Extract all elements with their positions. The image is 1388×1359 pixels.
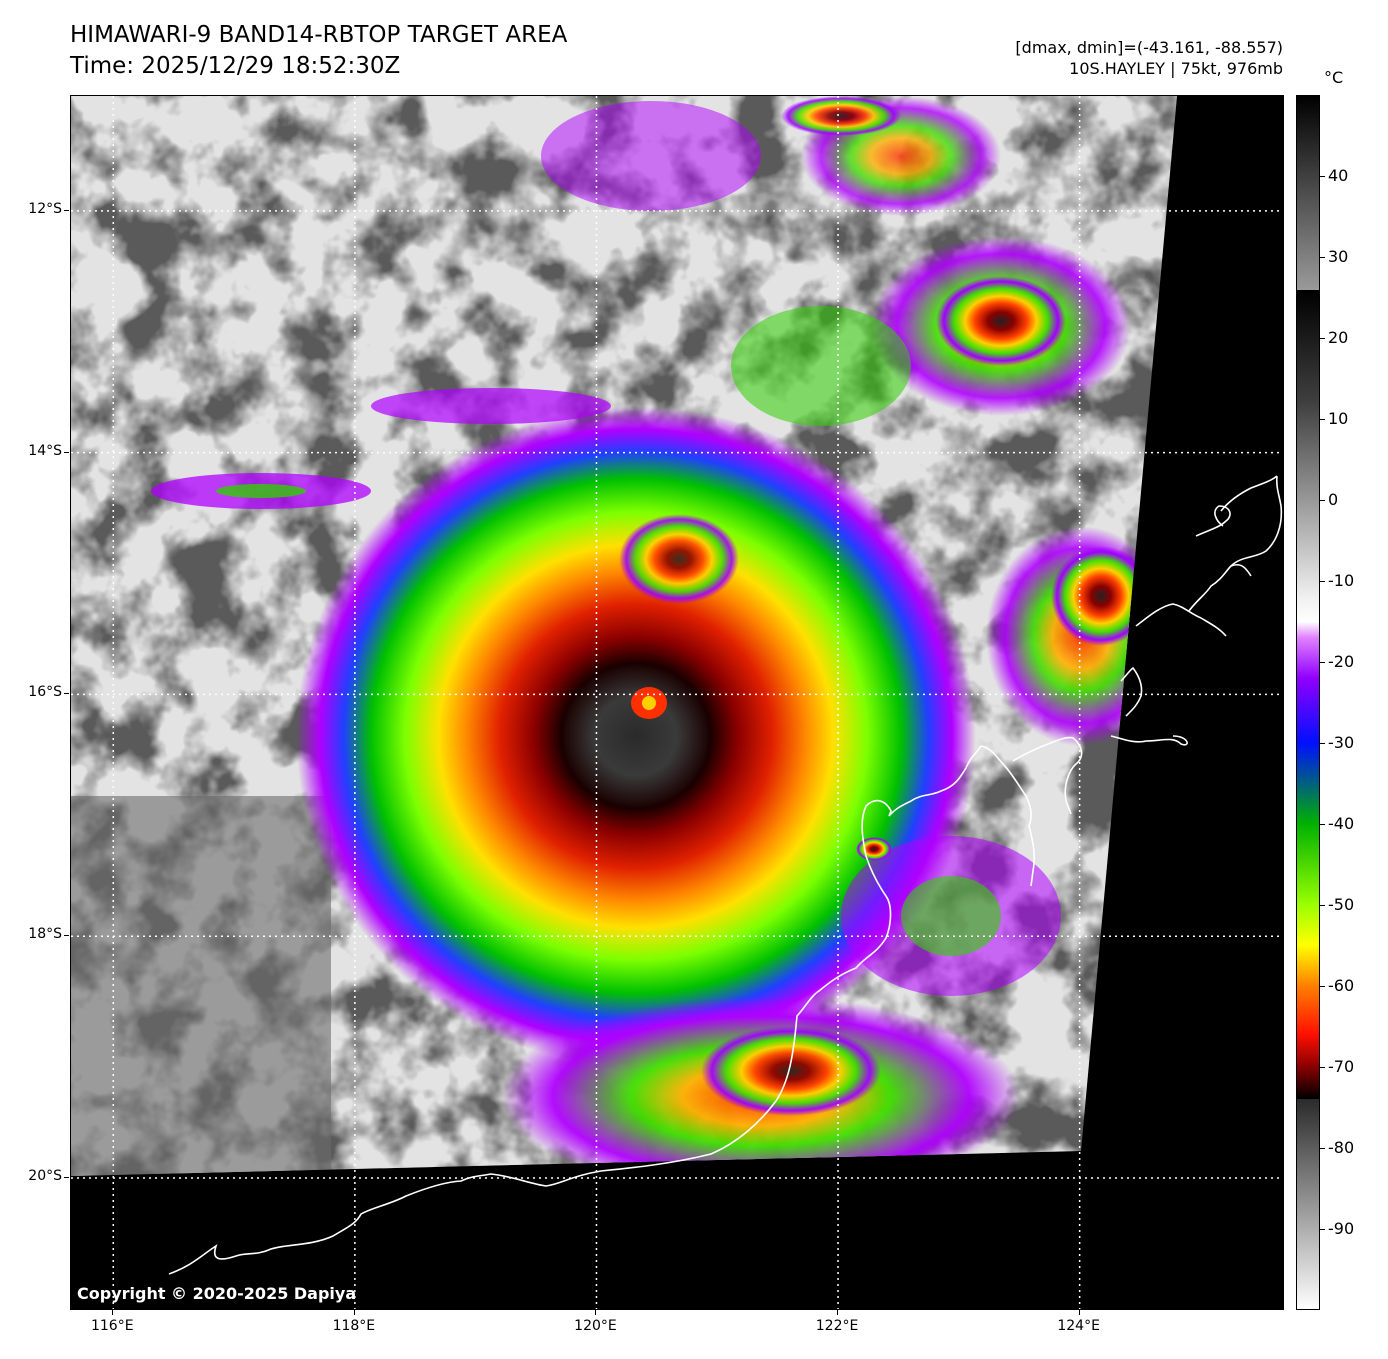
colorbar-unit: °C	[1324, 68, 1344, 87]
colorbar-tick-label: -40	[1328, 814, 1355, 833]
gridlines	[71, 96, 1283, 1309]
lat-tick	[64, 1177, 69, 1178]
lat-label: 20°S	[28, 1168, 62, 1184]
colorbar-tick-label: -50	[1328, 895, 1355, 914]
colorbar-tick	[1320, 905, 1325, 906]
lat-label: 12°S	[28, 200, 62, 217]
coastline	[168, 475, 1283, 1275]
colorbar-tick	[1320, 1067, 1325, 1068]
colorbar	[1296, 95, 1320, 1310]
lon-label: 122°E	[815, 1318, 859, 1334]
storm-info-text: 10S.HAYLEY | 75kt, 976mb	[1069, 59, 1283, 78]
colorbar-tick	[1320, 824, 1325, 825]
lon-label: 124°E	[1057, 1318, 1100, 1334]
lat-tick	[64, 935, 69, 937]
satellite-map: Copyright © 2020-2025 Dapiya	[70, 95, 1284, 1310]
colorbar-tick	[1320, 257, 1325, 258]
lat-label: 18°S	[28, 926, 62, 943]
colorbar-tick	[1320, 419, 1325, 420]
lon-label: 116°E	[90, 1318, 134, 1334]
lat-tick	[64, 209, 69, 211]
colorbar-tick	[1320, 176, 1325, 177]
satellite-imagery	[71, 96, 1283, 1309]
lon-tick	[837, 1310, 839, 1315]
lon-tick	[112, 1310, 114, 1315]
lat-tick	[64, 693, 69, 695]
lon-label: 120°E	[574, 1318, 617, 1334]
colorbar-tick-label: 0	[1328, 490, 1339, 509]
colorbar-tick-label: 30	[1328, 247, 1349, 266]
colorbar-tick-label: -80	[1328, 1138, 1355, 1157]
colorbar-tick	[1320, 338, 1325, 339]
colorbar-tick	[1320, 1148, 1325, 1149]
colorbar-tick	[1320, 1229, 1325, 1230]
copyright-text: Copyright © 2020-2025 Dapiya	[77, 1284, 357, 1303]
lat-tick	[64, 451, 69, 453]
lat-label: 14°S	[28, 442, 62, 459]
colorbar-tick-label: 10	[1328, 409, 1349, 428]
colorbar-tick	[1320, 581, 1325, 582]
colorbar-tick	[1320, 743, 1325, 744]
map-timestamp: Time: 2025/12/29 18:52:30Z	[70, 53, 401, 79]
temperature-range-text: [dmax, dmin]=(-43.161, -88.557)	[1015, 38, 1283, 57]
lon-label: 118°E	[332, 1318, 376, 1334]
colorbar-tick-label: -70	[1328, 1057, 1355, 1076]
colorbar-tick-label: 20	[1328, 328, 1349, 347]
colorbar-tick	[1320, 500, 1325, 501]
lon-tick	[353, 1310, 355, 1315]
colorbar-tick	[1320, 986, 1325, 987]
map-title: HIMAWARI-9 BAND14-RBTOP TARGET AREA	[70, 22, 568, 48]
colorbar-tick-label: -10	[1328, 571, 1355, 590]
colorbar-tick-label: -90	[1328, 1219, 1355, 1238]
colorbar-tick-label: -60	[1328, 976, 1355, 995]
lon-tick	[1078, 1310, 1080, 1315]
colorbar-tick-label: 40	[1328, 166, 1349, 185]
colorbar-tick-label: -30	[1328, 733, 1355, 752]
colorbar-tick-label: -20	[1328, 652, 1355, 671]
lat-label: 16°S	[28, 684, 62, 701]
lon-tick	[595, 1310, 597, 1315]
colorbar-tick	[1320, 662, 1325, 663]
